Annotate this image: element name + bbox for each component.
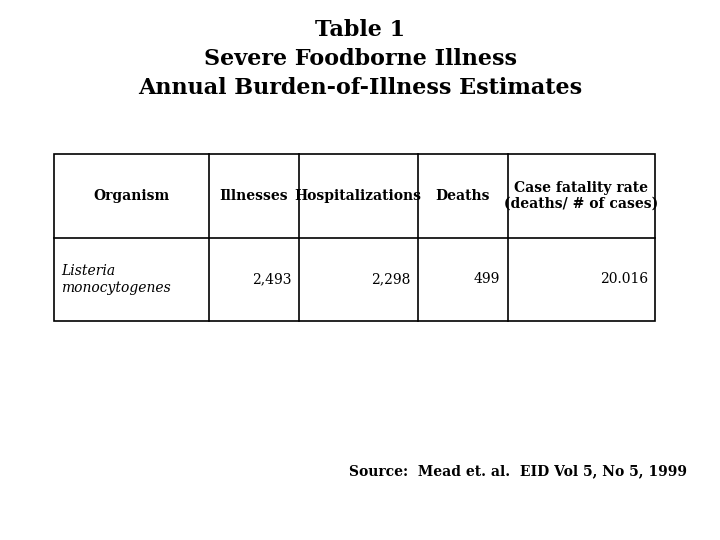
Text: 499: 499 bbox=[474, 273, 500, 286]
Text: 2,493: 2,493 bbox=[252, 273, 292, 286]
Text: Case fatality rate
(deaths/ # of cases): Case fatality rate (deaths/ # of cases) bbox=[504, 181, 659, 211]
Text: Illnesses: Illnesses bbox=[220, 189, 288, 202]
Text: 20.016: 20.016 bbox=[600, 273, 648, 286]
Text: Deaths: Deaths bbox=[436, 189, 490, 202]
Text: Hospitalizations: Hospitalizations bbox=[294, 189, 422, 202]
Text: Source:  Mead et. al.  EID Vol 5, No 5, 1999: Source: Mead et. al. EID Vol 5, No 5, 19… bbox=[349, 464, 688, 478]
Text: Listeria
monocytogenes: Listeria monocytogenes bbox=[61, 265, 171, 294]
Text: Table 1
Severe Foodborne Illness
Annual Burden-of-Illness Estimates: Table 1 Severe Foodborne Illness Annual … bbox=[138, 19, 582, 98]
Text: Organism: Organism bbox=[94, 189, 169, 202]
Text: 2,298: 2,298 bbox=[371, 273, 410, 286]
